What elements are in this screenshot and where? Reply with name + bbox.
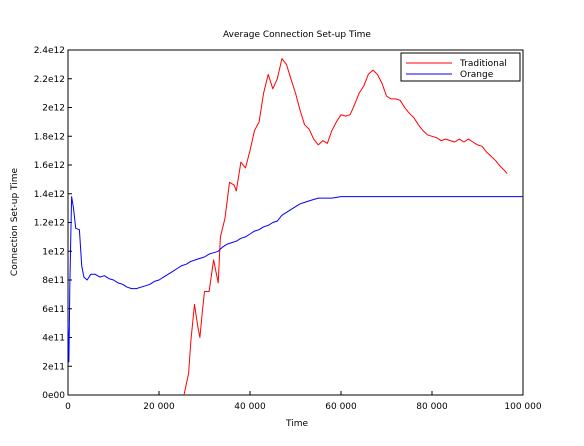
x-axis: 0 20 000 40 000 60 000 80 000 100 000 bbox=[65, 391, 542, 412]
y-tick-label: 1.2e12 bbox=[34, 219, 65, 229]
y-tick-label: 1.6e12 bbox=[34, 161, 65, 171]
series-line-traditional bbox=[183, 58, 508, 396]
y-axis: 0e00 2e11 4e11 6e11 8e11 1e12 1.2e12 1.4e12 1.6e… bbox=[34, 46, 72, 401]
y-axis-label: Connection Set-up Time bbox=[10, 167, 20, 276]
y-tick-label: 2e11 bbox=[42, 362, 65, 372]
y-tick-label: 2.4e12 bbox=[34, 46, 65, 56]
legend-box bbox=[400, 52, 521, 82]
y-tick-label: 0e00 bbox=[42, 391, 65, 401]
x-tick-label: 60 000 bbox=[325, 402, 357, 412]
y-tick-label: 6e11 bbox=[42, 305, 65, 315]
y-tick-label: 4e11 bbox=[42, 334, 65, 344]
x-tick-label: 20 000 bbox=[143, 402, 175, 412]
y-tick-label: 8e11 bbox=[42, 276, 65, 286]
series-line-orange bbox=[67, 196, 523, 363]
y-tick-label: 2.2e12 bbox=[34, 75, 65, 85]
legend-label-orange: Orange bbox=[460, 70, 494, 80]
y-tick-label: 2e12 bbox=[42, 104, 65, 114]
legend: Traditional Orange bbox=[400, 52, 521, 82]
x-tick-label: 100 000 bbox=[504, 402, 541, 412]
x-axis-label: Time bbox=[285, 419, 308, 429]
y-tick-label: 1.8e12 bbox=[34, 132, 65, 142]
x-tick-label: 0 bbox=[65, 402, 71, 412]
x-tick-label: 40 000 bbox=[234, 402, 266, 412]
legend-label-traditional: Traditional bbox=[459, 59, 507, 69]
chart-title: Average Connection Set-up Time bbox=[223, 30, 371, 40]
x-tick-label: 80 000 bbox=[416, 402, 448, 412]
y-tick-label: 1e12 bbox=[42, 247, 65, 257]
series-layer bbox=[67, 58, 523, 396]
y-tick-label: 1.4e12 bbox=[34, 190, 65, 200]
